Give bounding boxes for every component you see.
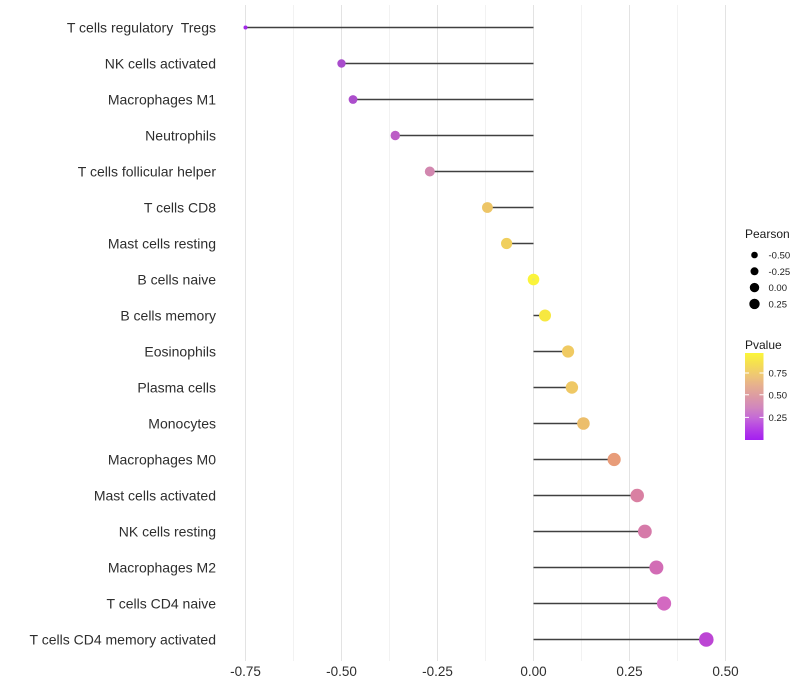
lollipop-dot [637, 524, 652, 539]
lollipop-dot [482, 202, 493, 213]
lollipop-dot [565, 381, 579, 394]
size-legend-dot [750, 267, 759, 276]
size-legend-label: -0.50 [769, 251, 791, 262]
y-axis-label: Mast cells activated [94, 488, 216, 504]
x-axis-tick-label: -0.25 [422, 664, 453, 679]
lollipop-dot [607, 452, 621, 467]
lollipop-dot [630, 488, 644, 503]
size-legend-dot [751, 251, 758, 259]
lollipop-dot [577, 417, 590, 430]
y-axis-label: Macrophages M1 [108, 92, 216, 108]
lollipop-dot [539, 309, 552, 322]
x-axis-tick-label: -0.50 [326, 664, 357, 679]
size-legend-label: -0.25 [769, 267, 791, 278]
size-legend-title: Pearson [745, 227, 790, 241]
dot-center-highlight [532, 278, 535, 281]
color-legend-tick-label: 0.50 [769, 390, 788, 401]
lollipop-dot [243, 25, 248, 30]
y-axis-label: Macrophages M0 [108, 452, 216, 468]
y-axis-label: Plasma cells [137, 380, 216, 396]
y-axis-label: Mast cells resting [108, 236, 216, 252]
size-legend-label: 0.25 [769, 299, 788, 310]
y-axis-label: T cells follicular helper [78, 164, 217, 180]
y-axis-label: T cells regulatory Tregs [67, 20, 216, 36]
x-axis-tick-label: -0.75 [230, 664, 261, 679]
color-legend-tick-label: 0.25 [769, 413, 788, 424]
y-axis-label: T cells CD4 memory activated [30, 632, 216, 648]
y-axis-label: B cells memory [120, 308, 216, 324]
lollipop-dot [337, 59, 346, 68]
y-axis-label: Monocytes [148, 416, 216, 432]
y-axis-label: T cells CD4 naive [107, 596, 217, 612]
lollipop-dot [699, 632, 714, 647]
lollipop-dot [501, 237, 513, 250]
color-legend-tick-label: 0.75 [769, 369, 788, 380]
y-axis-label: Macrophages M2 [108, 560, 216, 576]
color-legend-title: Pvalue [745, 338, 782, 352]
lollipop-dot [649, 560, 664, 575]
y-axis-label: B cells naive [137, 272, 216, 288]
lollipop-dot [348, 95, 358, 104]
x-axis-tick-label: 0.50 [712, 664, 738, 679]
size-legend-dot [749, 298, 760, 310]
x-axis-tick-label: 0.00 [520, 664, 546, 679]
size-legend-label: 0.00 [769, 283, 788, 294]
y-axis-label: Neutrophils [145, 128, 216, 144]
y-axis-label: NK cells resting [119, 524, 216, 540]
lollipop-dot [656, 596, 672, 611]
y-axis-label: T cells CD8 [144, 200, 216, 216]
y-axis-label: Eosinophils [144, 344, 216, 360]
color-legend-gradient-bar [745, 353, 764, 440]
lollipop-dot [561, 345, 575, 358]
x-axis-tick-label: 0.25 [616, 664, 642, 679]
size-legend-dot [749, 282, 760, 293]
lollipop-dot [424, 166, 435, 177]
y-axis-label: NK cells activated [105, 56, 216, 72]
lollipop-dot [390, 130, 400, 141]
